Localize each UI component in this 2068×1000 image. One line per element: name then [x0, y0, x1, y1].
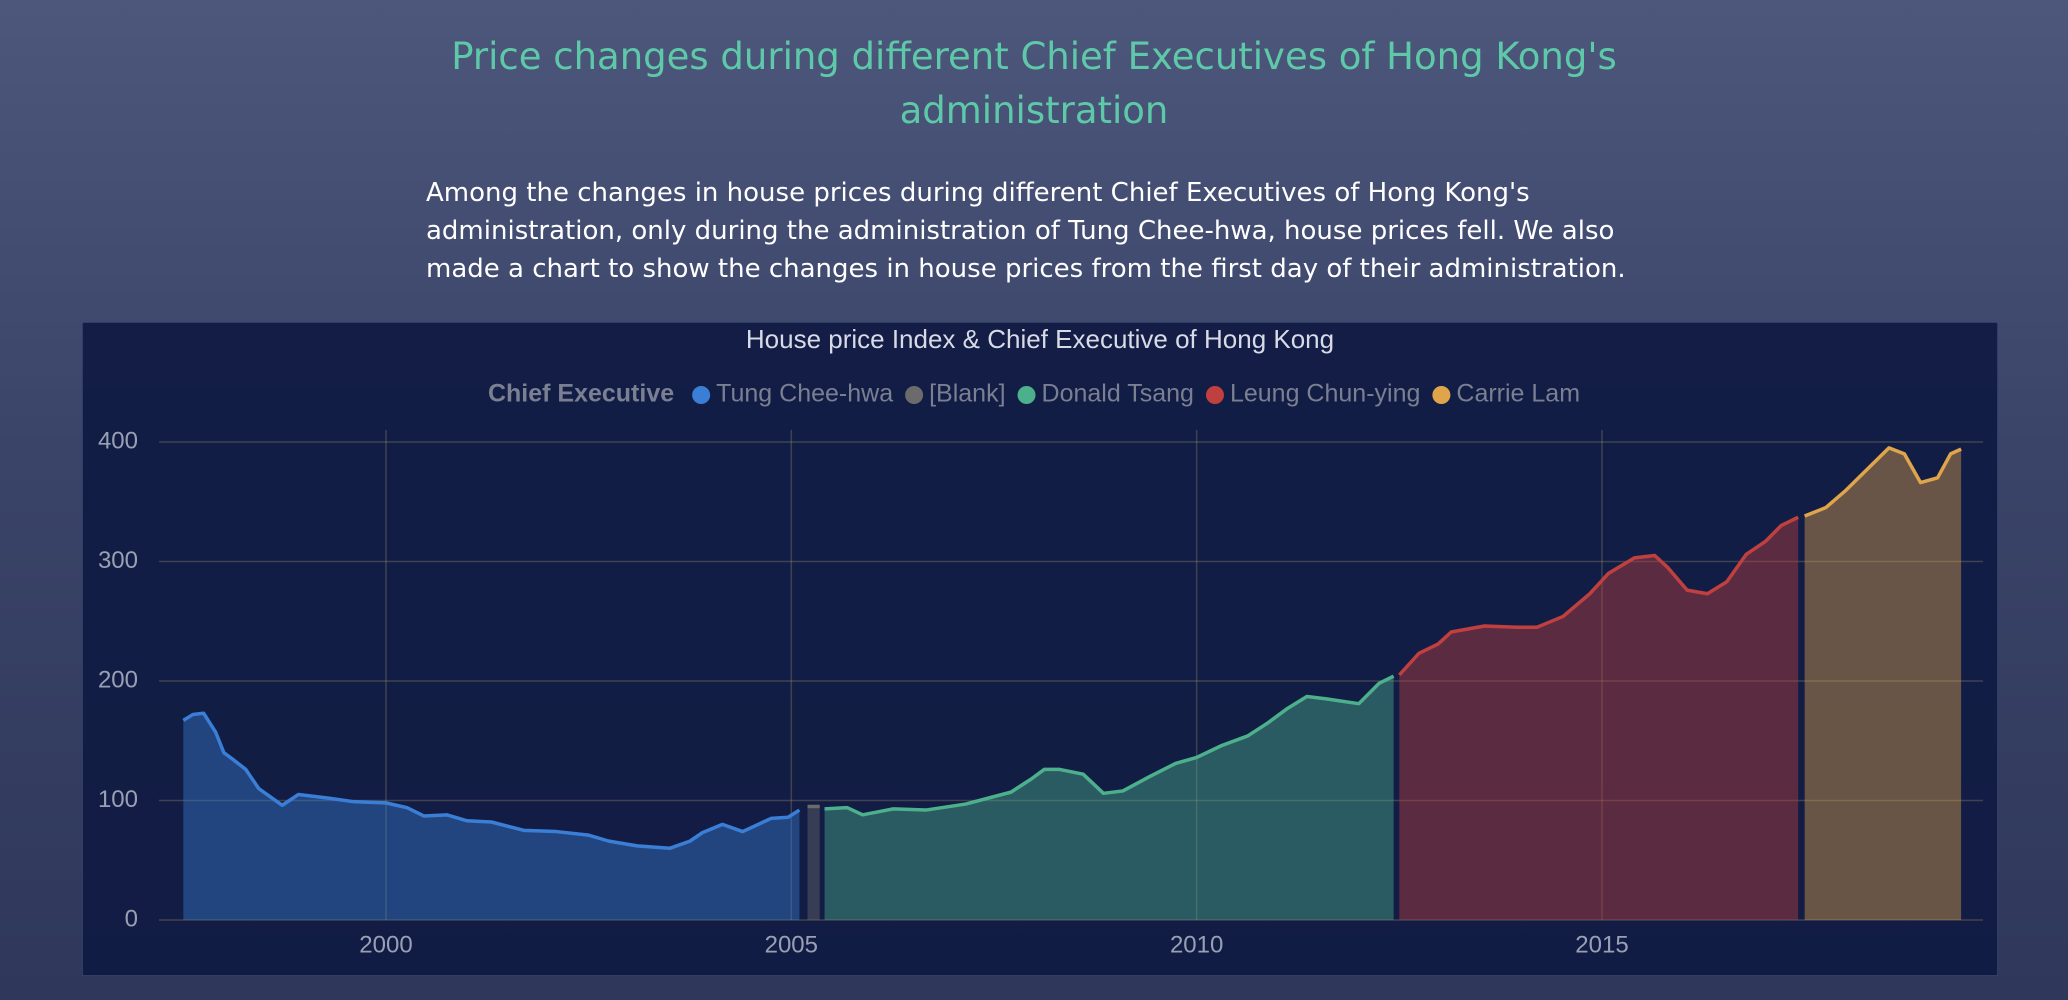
area [824, 676, 1394, 920]
area [1399, 517, 1799, 920]
legend-marker [1017, 386, 1036, 404]
y-tick-label: 0 [125, 905, 138, 932]
legend-marker [905, 386, 924, 404]
legend-label: Carrie Lam [1456, 380, 1580, 408]
line [182, 711, 801, 851]
y-tick-label: 200 [98, 666, 138, 693]
legend-marker [1432, 386, 1451, 404]
legend-label: [Blank] [929, 380, 1005, 408]
x-tick-label: 2005 [765, 931, 818, 958]
x-tick-label: 2015 [1575, 931, 1628, 958]
line [824, 674, 1395, 817]
chart: House price Index & Chief Executive of H… [82, 322, 1998, 976]
legend-label: Leung Chun-ying [1230, 380, 1420, 408]
y-tick-label: 100 [98, 786, 138, 813]
y-tick-label: 400 [98, 427, 138, 454]
chart-panel [82, 322, 1998, 976]
area [807, 806, 820, 920]
y-tick-label: 300 [98, 547, 138, 574]
chart-title: House price Index & Chief Executive of H… [746, 324, 1334, 354]
line [1804, 446, 1962, 518]
area [1804, 447, 1962, 920]
legend-marker [1205, 386, 1224, 404]
legend-marker [692, 386, 711, 404]
area [183, 713, 800, 920]
legend-label: Donald Tsang [1042, 380, 1194, 408]
x-tick-label: 2000 [359, 931, 412, 958]
description: Among the changes in house prices during… [426, 178, 1626, 284]
x-tick-label: 2010 [1170, 931, 1223, 958]
line [1398, 515, 1799, 677]
page-title: Price changes during different Chief Exe… [451, 35, 1617, 132]
legend-title: Chief Executive [488, 380, 674, 408]
legend-label: Tung Chee-hwa [716, 380, 893, 408]
